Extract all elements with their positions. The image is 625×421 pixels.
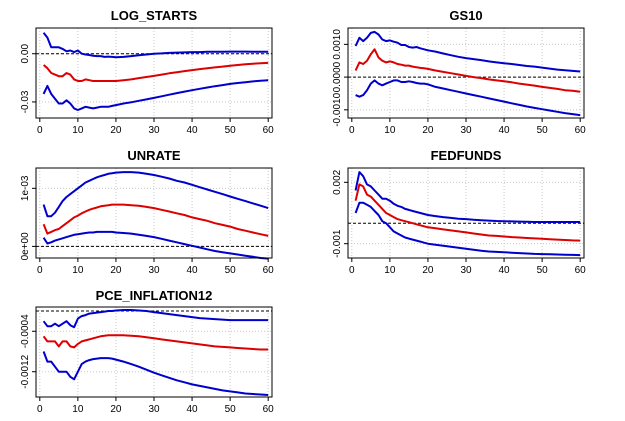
- y-tick-label: -0.0004: [20, 314, 31, 348]
- panel-log-starts: LOG_STARTS 0 10 20 30 40 50 60 0.00 -0.03: [20, 8, 274, 136]
- confidence-band-line: [42, 79, 269, 111]
- panel-title: LOG_STARTS: [111, 8, 198, 23]
- y-tick-label: 0e+00: [20, 232, 31, 261]
- panel-unrate: UNRATE 0 10 20 30 40 50 60 1e-03 0e+00: [20, 148, 274, 276]
- y-tick-label: -0.0012: [20, 354, 31, 388]
- x-tick-label: 30: [460, 265, 472, 276]
- x-tick-label: 40: [499, 125, 511, 136]
- x-tick-label: 30: [148, 404, 160, 415]
- x-tick-label: 10: [384, 125, 396, 136]
- confidence-band-line: [42, 230, 269, 260]
- y-tick-label: 0.00: [20, 44, 31, 64]
- x-tick-label: 40: [187, 265, 199, 276]
- impulse-response-line: [42, 203, 269, 237]
- x-tick-label: 20: [422, 125, 434, 136]
- panel-title: FEDFUNDS: [431, 148, 502, 163]
- panel-fedfunds: FEDFUNDS 0 10 20 30 40 50 60 0.002 -0.001: [332, 148, 586, 276]
- x-tick-label: 20: [110, 125, 122, 136]
- panel-marks: 0 10 20 30 40 50 60 1e-03 0e+00: [20, 167, 275, 276]
- x-tick-label: 40: [187, 125, 199, 136]
- x-tick-label: 40: [187, 404, 199, 415]
- x-tick-label: 60: [263, 404, 275, 415]
- panel-title: UNRATE: [127, 148, 181, 163]
- panel-marks: 0 10 20 30 40 50 60 -0.0004 -0.0012: [20, 306, 275, 415]
- panel-title: GS10: [449, 8, 482, 23]
- x-tick-label: 0: [37, 404, 43, 415]
- y-tick-label: -0.03: [20, 90, 31, 113]
- impulse-response-line: [354, 183, 581, 242]
- y-tick-label: -0.001: [332, 229, 343, 258]
- x-tick-label: 50: [537, 125, 549, 136]
- x-tick-label: 0: [37, 265, 43, 276]
- impulse-response-line: [42, 61, 269, 82]
- panel-title: PCE_INFLATION12: [96, 288, 213, 303]
- x-tick-label: 10: [72, 404, 84, 415]
- panel-marks: 0 10 20 30 40 50 60 0.00 -0.03: [20, 27, 275, 136]
- panel-pce-inflation12: PCE_INFLATION12 0 10 20 30 40 50 60 -0.0004 -0.0…: [20, 288, 274, 415]
- x-tick-label: 0: [349, 125, 355, 136]
- confidence-band-line: [42, 171, 269, 218]
- confidence-band-line: [354, 201, 581, 257]
- x-tick-label: 60: [575, 125, 587, 136]
- y-tick-label: 1e-03: [20, 175, 31, 201]
- y-tick-label: -0.0010: [332, 92, 343, 126]
- confidence-band-line: [42, 32, 269, 59]
- x-tick-label: 30: [148, 125, 160, 136]
- x-tick-label: 40: [499, 265, 511, 276]
- x-tick-label: 20: [110, 404, 122, 415]
- confidence-band-line: [354, 30, 581, 73]
- confidence-band-line: [355, 79, 581, 117]
- x-tick-label: 0: [37, 125, 43, 136]
- x-tick-label: 50: [225, 125, 237, 136]
- y-tick-label: 0.002: [332, 169, 343, 194]
- x-tick-label: 0: [349, 265, 355, 276]
- x-tick-label: 60: [575, 265, 587, 276]
- x-tick-label: 50: [225, 265, 237, 276]
- x-tick-label: 30: [148, 265, 160, 276]
- x-tick-label: 20: [110, 265, 122, 276]
- x-tick-label: 10: [72, 125, 84, 136]
- x-tick-label: 60: [263, 265, 275, 276]
- confidence-band-line: [42, 309, 269, 329]
- x-tick-label: 60: [263, 125, 275, 136]
- x-tick-label: 10: [72, 265, 84, 276]
- y-tick-label: 0.0010: [332, 29, 343, 60]
- x-tick-label: 50: [225, 404, 237, 415]
- confidence-band-line: [354, 171, 581, 223]
- x-tick-label: 20: [422, 265, 434, 276]
- impulse-response-line: [42, 334, 269, 351]
- confidence-band-line: [42, 351, 269, 396]
- y-tick-label: 0.0000: [332, 61, 343, 92]
- x-tick-label: 30: [460, 125, 472, 136]
- impulse-response-line: [354, 48, 581, 93]
- x-tick-label: 10: [384, 265, 396, 276]
- panel-marks: 0 10 20 30 40 50 60 0.002 -0.001: [332, 167, 587, 276]
- x-tick-label: 50: [537, 265, 549, 276]
